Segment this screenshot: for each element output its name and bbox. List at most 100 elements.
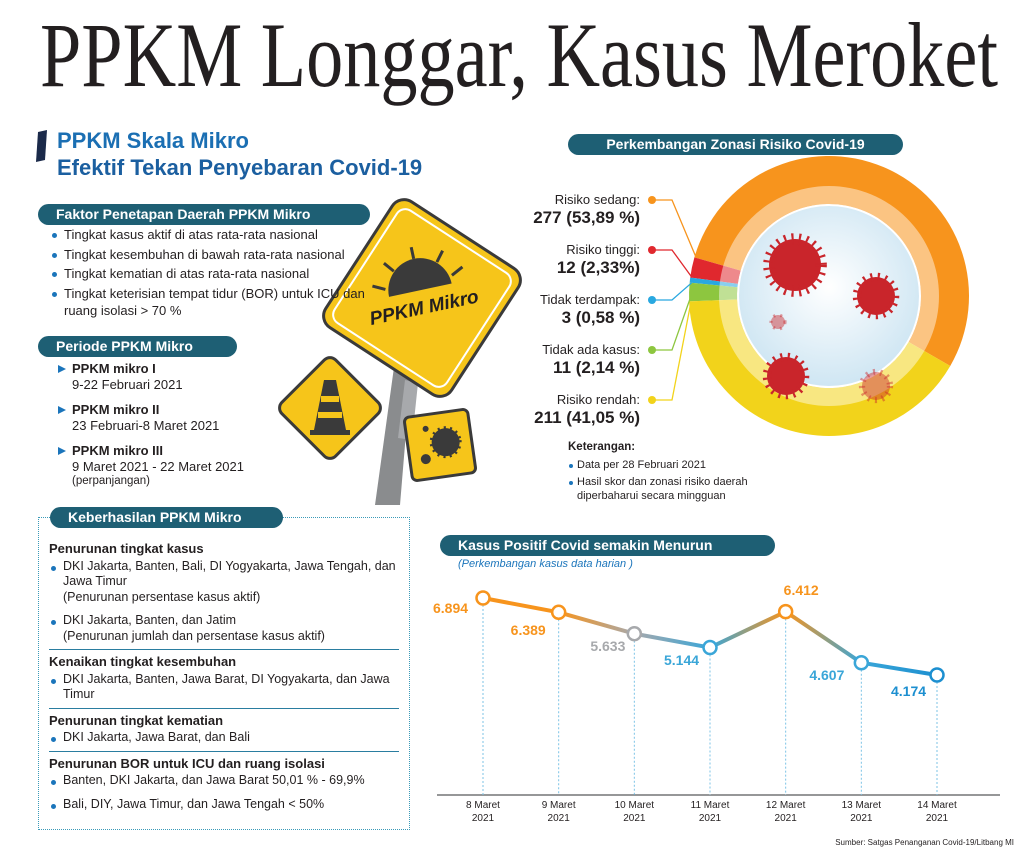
point xyxy=(853,654,870,671)
success-text: Banten, DKI Jakarta, dan Jawa Barat 50,0… xyxy=(63,773,365,787)
pie-value-label: 277 (53,89 %) xyxy=(533,208,640,227)
leader-line xyxy=(652,282,693,301)
point xyxy=(626,625,643,642)
success-item: DKI Jakarta, Banten, dan Jatim (Penurunan… xyxy=(49,613,399,644)
pie-category: Tidak terdampak: xyxy=(540,292,640,307)
page-title: PPKM Longgar, Kasus Meroket xyxy=(40,4,998,106)
value-label: 5.633 xyxy=(590,637,626,654)
success-item: DKI Jakarta, Banten, Jawa Barat, DI Yogy… xyxy=(49,672,399,703)
success-note: (Penurunan persentase kasus aktif) xyxy=(63,589,261,604)
x-tick-label: 12 Maret 2021 xyxy=(765,800,806,824)
success-item: DKI Jakarta, Jawa Barat, dan Bali xyxy=(49,730,399,746)
period-name: PPKM mikro I xyxy=(72,361,156,376)
x-tick-label: 10 Maret 2021 xyxy=(614,800,655,824)
period-item: PPKM mikro II 23 Februari-8 Maret 2021 xyxy=(58,402,268,433)
factor-item: Tingkat keterisian tempat tidur (BOR) un… xyxy=(50,285,385,319)
subtitle-mark xyxy=(36,130,47,162)
success-section: Kenaikan tingkat kesembuhan DKI Jakarta, … xyxy=(49,649,399,708)
leader-dot xyxy=(648,196,656,204)
period-dates: 9 Maret 2021 - 22 Maret 2021 xyxy=(72,458,244,474)
leader-dot xyxy=(648,246,656,254)
notes: Keterangan: Data per 28 Februari 2021 Hasi… xyxy=(568,441,798,507)
source: Sumber: Satgas Penanganan Covid-19/Litba… xyxy=(835,838,1014,847)
point xyxy=(550,604,567,621)
pie-category: Risiko sedang: xyxy=(554,192,640,207)
success-note: (Penurunan jumlah dan persentase kasus a… xyxy=(63,628,325,643)
virus-icon xyxy=(763,233,827,297)
value-label: 6.412 xyxy=(783,581,819,598)
pie-value-label: 211 (41,05 %) xyxy=(534,408,640,427)
success-text: DKI Jakarta, Banten, Jawa Barat, DI Yogy… xyxy=(63,671,390,702)
success-item: Bali, DIY, Jawa Timur, dan Jawa Tengah <… xyxy=(49,797,399,813)
point xyxy=(929,667,945,683)
success-text: DKI Jakarta, Banten, dan Jatim xyxy=(63,613,237,627)
virus-icon xyxy=(762,352,810,400)
notes-list: Data per 28 Februari 2021 Hasil skor dan … xyxy=(568,459,798,504)
leader-line xyxy=(652,249,693,279)
point xyxy=(702,639,718,656)
sign-illustration: PPKM Mikro xyxy=(278,198,522,505)
success-text: DKI Jakarta, Jawa Barat, dan Bali xyxy=(63,730,250,744)
leader-line xyxy=(652,301,692,401)
factor-list: Tingkat kasus aktif di atas rata-rata na… xyxy=(50,226,385,321)
factor-item: Tingkat kematian di atas rata-rata nasio… xyxy=(50,265,385,282)
period-item: PPKM mikro I 9-22 Februari 2021 xyxy=(58,361,268,392)
success-heading: Penurunan BOR untuk ICU dan ruang isolas… xyxy=(49,755,325,771)
pie-segment xyxy=(689,282,738,302)
value-label: 4.607 xyxy=(809,666,845,683)
success-text: Bali, DIY, Jawa Timur, dan Jawa Tengah <… xyxy=(63,796,325,811)
x-tick-label: 9 Maret 2021 xyxy=(541,800,576,824)
pie-label: Tidak ada kasus: 11 (2,14 %) xyxy=(480,342,640,378)
point xyxy=(777,603,794,620)
pie-value-label: 12 (2,33%) xyxy=(556,258,640,277)
success-item: DKI Jakarta, Banten, Bali, DI Yogyakarta… xyxy=(49,559,399,606)
subtitle-line: Efektif Tekan Penyebaran Covid-19 xyxy=(57,155,423,180)
virus-icon xyxy=(858,368,894,404)
leader-line xyxy=(652,295,692,351)
value-label: 6.894 xyxy=(433,600,469,616)
success-text: DKI Jakarta, Banten, Bali, DI Yogyakarta… xyxy=(63,558,396,589)
pie-segment xyxy=(690,257,741,284)
pie-segment xyxy=(689,277,738,288)
pie-value-label: 3 (0,58 %) xyxy=(561,308,640,327)
success-heading: Kenaikan tingkat kesembuhan xyxy=(49,654,237,669)
point xyxy=(475,590,491,606)
value-label: 4.174 xyxy=(891,683,927,699)
period-dates: 23 Februari-8 Maret 2021 xyxy=(72,417,220,433)
x-tick-label: 8 Maret 2021 xyxy=(466,800,500,824)
pie-label: Tidak terdampak: 3 (0,58 %) xyxy=(480,292,640,328)
section-heading: Faktor Penetapan Daerah PPKM Mikro xyxy=(38,204,370,225)
leader-dot xyxy=(648,296,656,304)
success-list: Banten, DKI Jakarta, dan Jawa Barat 50,0… xyxy=(49,773,399,812)
pie-category: Risiko rendah: xyxy=(556,392,640,407)
leader-line xyxy=(652,199,697,259)
notes-heading: Keterangan: xyxy=(568,441,636,453)
section-heading: Periode PPKM Mikro xyxy=(38,336,237,357)
success-item: Banten, DKI Jakarta, dan Jawa Barat 50,0… xyxy=(49,773,399,789)
virus-icon xyxy=(769,313,787,331)
success-box: Penurunan tingkat kasus DKI Jakarta, Bant… xyxy=(38,517,410,830)
pie-segment xyxy=(694,155,970,366)
pie-label: Risiko sedang: 277 (53,89 %) xyxy=(480,192,640,228)
success-list: DKI Jakarta, Jawa Barat, dan Bali xyxy=(49,730,399,746)
pie-category: Tidak ada kasus: xyxy=(542,342,640,357)
subtitle-line: PPKM Skala Mikro xyxy=(57,128,249,153)
period-name: PPKM mikro II xyxy=(72,402,160,417)
x-tick-label: 13 Maret 2021 xyxy=(841,800,882,824)
period-list: PPKM mikro I 9-22 Februari 2021 PPKM mikro… xyxy=(58,361,268,500)
factor-item: Tingkat kasus aktif di atas rata-rata na… xyxy=(50,226,385,243)
success-section: Penurunan tingkat kasus DKI Jakarta, Bant… xyxy=(49,537,399,649)
period-name: PPKM mikro III xyxy=(72,443,164,458)
chart-title: Kasus Positif Covid semakin Menurun xyxy=(440,535,775,556)
pie-label: Risiko tinggi: 12 (2,33%) xyxy=(480,242,640,278)
success-section: Penurunan BOR untuk ICU dan ruang isolas… xyxy=(49,750,399,818)
value-label: 6.389 xyxy=(510,622,546,639)
success-section: Penurunan tingkat kematian DKI Jakarta, J… xyxy=(49,707,399,751)
pie-category: Risiko tinggi: xyxy=(566,242,640,257)
x-tick-label: 14 Maret 2021 xyxy=(917,800,957,824)
pie-value-label: 11 (2,14 %) xyxy=(553,358,640,377)
note-item: Data per 28 Februari 2021 xyxy=(568,459,798,473)
success-heading: Penurunan tingkat kematian xyxy=(49,712,224,728)
success-heading: Penurunan tingkat kasus xyxy=(49,541,204,556)
x-tick-label: 11 Maret 2021 xyxy=(690,800,730,824)
